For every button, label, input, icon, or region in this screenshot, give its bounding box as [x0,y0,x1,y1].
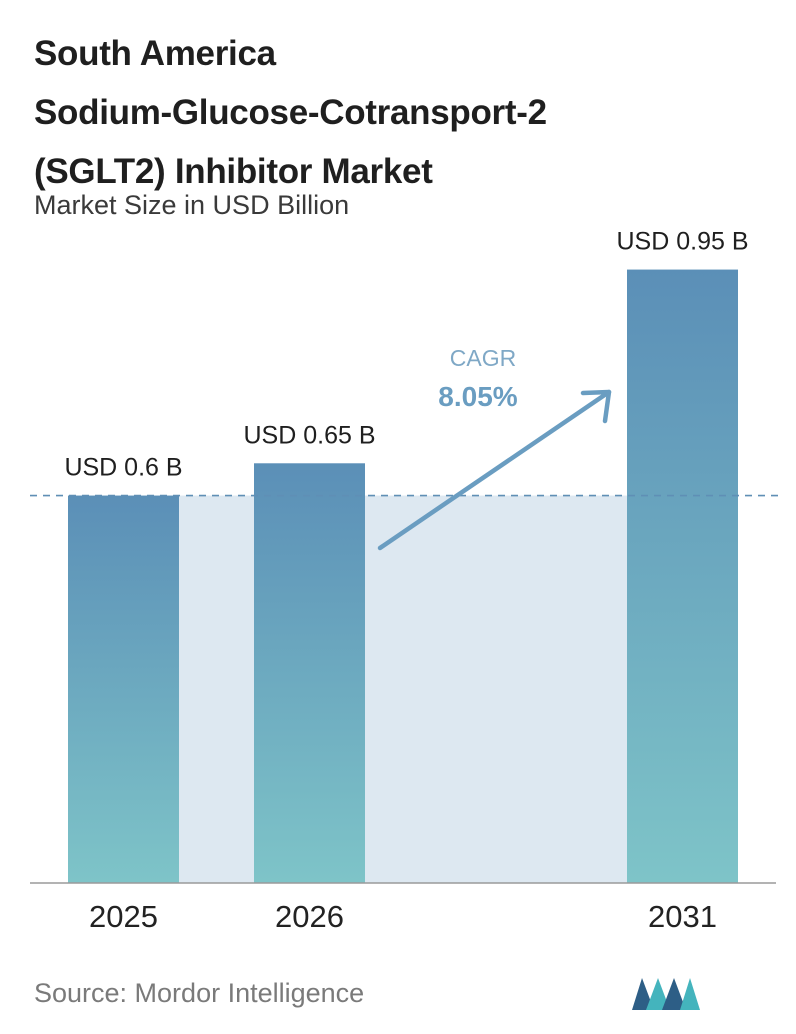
value-label-2031: USD 0.95 B [616,228,748,256]
bar-chart: USD 0.6 B USD 0.65 B USD 0.95 B 2025 2026 203… [30,228,780,934]
x-tick-label-2031: 2031 [648,899,717,934]
title-line-2: Sodium-Glucose-Cotransport-2 [34,93,547,132]
cagr-arrowhead [580,389,612,424]
cagr-label: CAGR [450,345,516,371]
title-line-1: South America [34,34,276,73]
bar-2031 [627,269,738,884]
cagr-arrow [377,389,612,551]
mordor-intelligence-logo [632,978,700,1010]
bar-2026 [254,463,365,883]
value-label-2026: USD 0.65 B [243,421,375,449]
cagr-value: 8.05% [438,381,517,412]
chart-subtitle: Market Size in USD Billion [34,190,350,220]
chart-title: South America Sodium-Glucose-Cotransport… [34,24,774,201]
x-tick-label-2026: 2026 [275,899,344,934]
source-note: Source: Mordor Intelligence [34,978,365,1008]
x-tick-label-2025: 2025 [89,899,158,934]
value-label-2025: USD 0.6 B [64,454,182,482]
bar-2025 [68,495,179,883]
title-line-3: (SGLT2) Inhibitor Market [34,152,433,191]
